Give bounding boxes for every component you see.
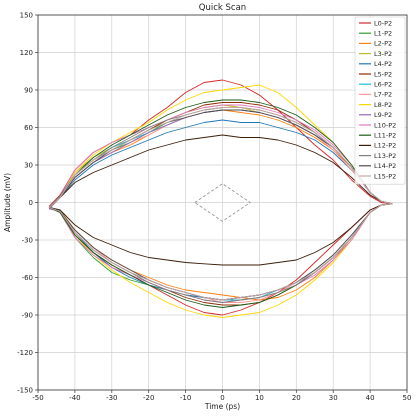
- x-tick-label: -50: [32, 394, 43, 402]
- chart-title: Quick Scan: [199, 3, 246, 13]
- x-tick-label: -20: [143, 394, 154, 402]
- x-tick-label: -30: [106, 394, 117, 402]
- y-tick-label: -150: [17, 387, 33, 395]
- legend: L0-P2 L1-P2 L2-P2 L3-P2 L4-P2 L5-P2 L6-P2 L7-P2…: [354, 16, 406, 185]
- legend-label-L0-P2: L0-P2: [374, 19, 392, 27]
- legend-label-L2-P2: L2-P2: [374, 40, 392, 48]
- legend-label-L3-P2: L3-P2: [374, 50, 392, 58]
- y-tick-label: 0: [29, 199, 33, 207]
- series-L10-P2: [48, 104, 393, 303]
- series-line-L11-P2-lower: [48, 203, 393, 308]
- mask-layer: [193, 183, 252, 222]
- series-L1-P2: [48, 107, 393, 301]
- series-L4-P2: [48, 119, 393, 301]
- series-line-L12-P2-lower: [49, 203, 393, 266]
- series-line-L10-P2-upper: [48, 104, 393, 208]
- legend-label-L6-P2: L6-P2: [374, 81, 392, 89]
- series-line-L4-P2-upper: [48, 119, 393, 208]
- series-L2-P2: [48, 109, 393, 301]
- series-line-L11-P2-upper: [48, 99, 393, 208]
- x-tick-label: 0: [220, 394, 224, 402]
- y-tick-label: 60: [24, 124, 33, 132]
- series-layer: [48, 79, 393, 318]
- series-L9-P2: [48, 109, 393, 301]
- y-tick-label: 150: [20, 12, 33, 20]
- legend-label-L11-P2: L11-P2: [374, 132, 396, 140]
- series-L0-P2: [48, 79, 393, 316]
- series-line-L15-P2-lower: [48, 203, 393, 301]
- series-L13-P2: [48, 107, 393, 303]
- series-L11-P2: [48, 99, 393, 308]
- series-line-L15-P2-upper: [48, 107, 393, 208]
- y-axis-title: Amplitude (mV): [3, 173, 12, 232]
- x-axis-title: Time (ps): [204, 402, 240, 411]
- grid-layer: [37, 14, 408, 391]
- legend-label-L4-P2: L4-P2: [374, 60, 392, 68]
- x-tick-label: -40: [69, 394, 80, 402]
- y-tick-label: -30: [22, 237, 33, 245]
- y-tick-label: 90: [24, 87, 33, 95]
- legend-label-L10-P2: L10-P2: [374, 121, 396, 129]
- x-tick-label: 50: [403, 394, 412, 402]
- legend-label-L7-P2: L7-P2: [374, 91, 392, 99]
- legend-label-L8-P2: L8-P2: [374, 101, 392, 109]
- series-line-L8-P2-upper: [48, 84, 393, 208]
- series-L12-P2: [48, 134, 393, 266]
- x-tick-label: 20: [292, 394, 301, 402]
- series-line-L0-P2-upper: [48, 79, 393, 207]
- series-L6-P2: [48, 109, 393, 301]
- x-tick-label: 40: [366, 394, 375, 402]
- series-L15-P2: [48, 107, 393, 301]
- legend-label-L9-P2: L9-P2: [374, 111, 392, 119]
- axes-layer: -50 -40 -30 -20 -10 0 10 20 30 40 50 -150 -120 -90 -60…: [17, 12, 411, 403]
- legend-box: [354, 16, 406, 185]
- legend-label-L15-P2: L15-P2: [374, 172, 396, 180]
- y-tick-label: 120: [20, 49, 33, 57]
- series-L14-P2: [48, 109, 393, 301]
- series-L7-P2: [48, 109, 393, 303]
- x-tick-label: 10: [255, 394, 264, 402]
- series-L5-P2: [48, 102, 393, 306]
- series-line-L12-P2-upper: [48, 134, 393, 208]
- legend-label-L1-P2: L1-P2: [374, 30, 392, 38]
- legend-label-L12-P2: L12-P2: [374, 142, 396, 150]
- series-line-L8-P2-lower: [48, 203, 393, 318]
- x-tick-label: 30: [329, 394, 338, 402]
- x-tick-label: -10: [180, 394, 191, 402]
- y-tick-label: -60: [22, 274, 33, 282]
- legend-label-L13-P2: L13-P2: [374, 152, 396, 160]
- y-tick-label: 30: [24, 162, 33, 170]
- legend-label-L5-P2: L5-P2: [374, 70, 392, 78]
- y-tick-label: -120: [17, 349, 33, 357]
- legend-label-L14-P2: L14-P2: [374, 162, 396, 170]
- y-tick-label: -90: [22, 312, 33, 320]
- eye-mask: [193, 183, 252, 222]
